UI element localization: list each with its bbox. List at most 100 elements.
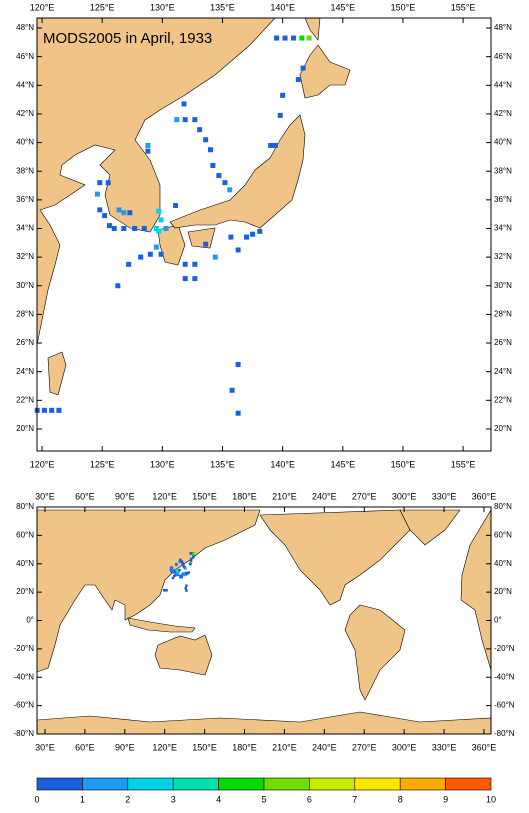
observation-cell bbox=[176, 572, 179, 576]
colorbar-bin bbox=[354, 777, 401, 791]
y-tick-label: 42°N bbox=[494, 109, 512, 118]
x-tick-label: 60°E bbox=[75, 742, 95, 752]
observation-cell bbox=[116, 207, 122, 213]
y-tick-label: 44°N bbox=[16, 80, 34, 89]
y-tick-label: -60°N bbox=[13, 701, 34, 710]
observation-cell bbox=[158, 217, 164, 223]
x-tick-label: 150°E bbox=[391, 459, 416, 469]
y-tick-label: -20°N bbox=[494, 644, 515, 653]
observation-cell bbox=[306, 35, 312, 41]
y-tick-label: 20°N bbox=[16, 587, 34, 596]
observation-cell bbox=[97, 180, 103, 186]
y-tick-label: 40°N bbox=[16, 138, 34, 147]
x-tick-label: 150°E bbox=[192, 742, 217, 752]
observation-cell bbox=[189, 562, 192, 566]
observation-cell bbox=[295, 77, 301, 83]
y-tick-label: 46°N bbox=[494, 52, 512, 61]
colorbar-label: 5 bbox=[261, 794, 266, 804]
observation-cell bbox=[111, 225, 117, 231]
y-tick-label: 24°N bbox=[16, 367, 34, 376]
colorbar-label: 7 bbox=[352, 794, 357, 804]
colorbar-label: 1 bbox=[80, 794, 85, 804]
observation-cell bbox=[141, 225, 147, 231]
observation-cell bbox=[235, 247, 241, 253]
observation-cell bbox=[185, 573, 188, 576]
colorbar-label: 3 bbox=[171, 794, 176, 804]
regional-land bbox=[36, 17, 351, 396]
x-tick-label: 130°E bbox=[150, 459, 175, 469]
y-tick-label: 20°N bbox=[494, 424, 512, 433]
observation-cell bbox=[184, 567, 187, 570]
observation-cell bbox=[182, 573, 186, 577]
x-tick-label: 140°E bbox=[270, 2, 295, 12]
observation-cell bbox=[56, 407, 62, 413]
observation-cell bbox=[227, 187, 233, 193]
observation-cell bbox=[145, 148, 151, 154]
x-tick-label: 30°E bbox=[35, 742, 55, 752]
x-tick-label: 90°E bbox=[115, 742, 135, 752]
observation-cell bbox=[244, 234, 250, 240]
title-box bbox=[40, 26, 230, 52]
observation-cell bbox=[169, 567, 173, 571]
colorbar-label: 9 bbox=[443, 794, 448, 804]
y-tick-label: -40°N bbox=[13, 672, 34, 681]
y-tick-label: 40°N bbox=[494, 559, 512, 568]
y-tick-label: 32°N bbox=[16, 252, 34, 261]
observation-cell bbox=[228, 234, 234, 240]
x-tick-label: 270°E bbox=[352, 491, 377, 501]
observation-cell bbox=[192, 117, 198, 123]
y-tick-label: 80°N bbox=[16, 502, 34, 511]
y-tick-label: 36°N bbox=[494, 195, 512, 204]
observation-cell bbox=[190, 557, 193, 561]
observation-cell bbox=[180, 575, 183, 579]
observation-cell bbox=[235, 362, 241, 368]
observation-cell bbox=[156, 228, 162, 234]
observation-cell bbox=[121, 225, 127, 231]
x-tick-label: 60°E bbox=[75, 491, 95, 501]
global-land bbox=[36, 508, 492, 735]
observation-cell bbox=[192, 552, 196, 555]
observation-cell bbox=[210, 162, 216, 168]
observation-cell bbox=[192, 261, 198, 267]
y-tick-label: 30°N bbox=[494, 281, 512, 290]
x-tick-label: 135°E bbox=[210, 2, 235, 12]
observation-cell bbox=[187, 571, 191, 574]
observation-cell bbox=[184, 571, 187, 575]
y-tick-label: 22°N bbox=[494, 395, 512, 404]
colorbar-label: 4 bbox=[216, 794, 221, 804]
colorbar-bin bbox=[36, 777, 83, 791]
colorbar-bin bbox=[172, 777, 219, 791]
observation-cell bbox=[176, 571, 179, 574]
colorbar-label: 2 bbox=[125, 794, 130, 804]
y-tick-label: 30°N bbox=[16, 281, 34, 290]
observation-cell bbox=[175, 563, 178, 566]
observation-cell bbox=[268, 142, 274, 148]
observation-cell bbox=[102, 213, 108, 219]
x-tick-label: 180°E bbox=[232, 491, 257, 501]
y-tick-label: 26°N bbox=[494, 338, 512, 347]
north-america bbox=[259, 509, 411, 606]
x-tick-label: 155°E bbox=[451, 2, 476, 12]
europe-africa-east bbox=[460, 508, 492, 671]
observation-cell bbox=[173, 203, 179, 209]
colorbar-bin bbox=[399, 777, 446, 791]
y-tick-label: -20°N bbox=[13, 644, 34, 653]
observation-cell bbox=[106, 223, 112, 229]
y-tick-label: -60°N bbox=[494, 701, 515, 710]
colorbar-label: 0 bbox=[34, 794, 39, 804]
x-tick-label: 360°E bbox=[472, 491, 497, 501]
observation-cell bbox=[97, 207, 103, 213]
observation-cell bbox=[229, 387, 235, 393]
observation-cell bbox=[277, 112, 283, 118]
eurasia-africa bbox=[36, 509, 261, 673]
y-tick-label: -80°N bbox=[13, 729, 34, 738]
observation-cell bbox=[105, 180, 111, 186]
observation-cell bbox=[212, 254, 218, 260]
observation-cell bbox=[181, 101, 187, 107]
observation-cell bbox=[182, 563, 185, 566]
observation-cell bbox=[191, 556, 195, 559]
x-tick-label: 330°E bbox=[432, 491, 457, 501]
observation-cell bbox=[153, 225, 159, 231]
x-tick-label: 240°E bbox=[312, 491, 337, 501]
observation-cell bbox=[203, 241, 209, 247]
